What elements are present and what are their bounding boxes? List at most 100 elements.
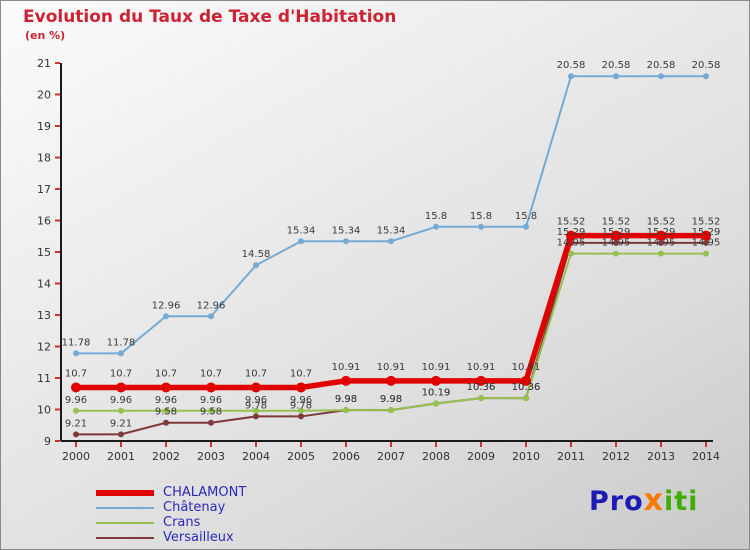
data-label: 9.78 — [245, 400, 267, 411]
legend-swatch-versailleux — [96, 536, 154, 539]
data-point — [433, 223, 439, 230]
data-label: 15.34 — [332, 225, 361, 236]
x-tick-label: 2011 — [557, 450, 585, 463]
y-tick-label: 16 — [37, 215, 51, 228]
series-labels-chalamont: 10.7 10.7 10.7 10.7 10.7 10.7 10.91 10.91 10.91 1… — [65, 217, 720, 380]
logo-part-pro: Pro — [589, 486, 644, 517]
data-label: 11.78 — [62, 337, 91, 348]
proxiti-logo[interactable]: Proxiti — [589, 483, 698, 518]
data-label: 15.29 — [557, 227, 586, 238]
chart-title: Evolution du Taux de Taxe d'Habitation — [23, 7, 397, 27]
data-label: 15.52 — [602, 217, 631, 228]
data-label: 14.95 — [602, 238, 631, 249]
data-label: 20.58 — [647, 60, 676, 71]
x-axis-ticks: 2000 2001 2002 2003 2004 2005 2006 2007 2008 2009… — [62, 442, 720, 463]
data-label: 11.78 — [107, 337, 136, 348]
data-point — [703, 73, 709, 80]
data-point — [163, 313, 169, 320]
chart-subtitle: (en %) — [25, 29, 66, 42]
data-label: 9.96 — [290, 395, 312, 406]
data-label: 9.96 — [245, 395, 267, 406]
data-point — [343, 238, 349, 245]
data-label: 10.7 — [200, 368, 222, 379]
data-point — [523, 395, 529, 402]
series-line-crans — [73, 250, 709, 414]
data-label: 14.58 — [242, 249, 271, 260]
legend: CHALAMONT Châtenay Crans Versailleux — [96, 485, 246, 545]
series-line-châtenay — [73, 73, 709, 357]
data-point — [656, 230, 666, 241]
data-point — [478, 223, 484, 230]
data-point — [161, 382, 171, 393]
data-label: 10.19 — [422, 388, 451, 399]
legend-label-versailleux: Versailleux — [163, 530, 234, 545]
legend-label-chalamont: CHALAMONT — [163, 485, 247, 500]
data-point — [613, 73, 619, 80]
y-tick-label: 13 — [37, 309, 51, 322]
data-label: 15.8 — [515, 211, 537, 222]
data-point — [658, 73, 664, 80]
y-tick-label: 12 — [37, 341, 51, 354]
x-tick-label: 2014 — [692, 450, 720, 463]
data-point — [253, 413, 259, 420]
x-tick-label: 2006 — [332, 450, 360, 463]
y-tick-label: 14 — [37, 278, 51, 291]
x-tick-label: 2010 — [512, 450, 540, 463]
data-label: 14.95 — [647, 238, 676, 249]
data-label: 20.58 — [602, 60, 631, 71]
y-tick-label: 11 — [37, 372, 51, 385]
data-label: 15.52 — [557, 217, 586, 228]
series-labels-versailleux: 9.21 9.21 9.58 9.58 9.78 9.78 9.98 9.98 10.19 10.… — [65, 227, 720, 430]
x-tick-label: 2000 — [62, 450, 90, 463]
data-label: 15.8 — [470, 211, 492, 222]
data-label: 15.29 — [692, 227, 721, 238]
data-point — [118, 431, 124, 438]
data-label: 10.7 — [290, 368, 312, 379]
legend-item-crans: Crans — [96, 515, 246, 530]
data-label: 9.96 — [155, 395, 177, 406]
data-point — [343, 407, 349, 414]
x-tick-label: 2009 — [467, 450, 495, 463]
legend-label-crans: Crans — [163, 515, 201, 530]
data-label: 9.96 — [65, 395, 87, 406]
data-label: 10.19 — [422, 388, 451, 399]
data-point — [298, 413, 304, 420]
y-tick-label: 18 — [37, 152, 51, 165]
legend-label-chatenay: Châtenay — [163, 500, 226, 515]
logo-part-iti: iti — [664, 486, 699, 517]
data-point — [386, 375, 396, 386]
data-label: 10.7 — [65, 368, 87, 379]
axes — [60, 63, 713, 442]
data-point — [298, 407, 304, 414]
data-label: 14.95 — [557, 238, 586, 249]
legend-swatch-chatenay — [96, 506, 154, 509]
data-label: 9.21 — [110, 418, 132, 429]
data-label: 9.98 — [380, 394, 402, 405]
data-label: 15.29 — [602, 227, 631, 238]
x-tick-label: 2005 — [287, 450, 315, 463]
data-label: 10.91 — [422, 362, 451, 373]
data-point — [73, 407, 79, 414]
x-tick-label: 2012 — [602, 450, 630, 463]
data-label: 15.34 — [377, 225, 406, 236]
data-point — [341, 375, 351, 386]
data-point — [476, 375, 486, 386]
data-point — [73, 431, 79, 438]
x-tick-label: 2001 — [107, 450, 135, 463]
data-label: 10.36 — [467, 382, 496, 393]
data-point — [206, 382, 216, 393]
data-point — [208, 313, 214, 320]
x-tick-label: 2004 — [242, 450, 270, 463]
data-point — [298, 238, 304, 245]
data-point — [118, 350, 124, 357]
data-label: 9.58 — [200, 407, 222, 418]
data-label: 9.96 — [110, 395, 132, 406]
y-tick-label: 17 — [37, 183, 51, 196]
data-label: 9.96 — [200, 395, 222, 406]
data-point — [118, 407, 124, 414]
data-label: 10.7 — [155, 368, 177, 379]
data-label: 10.91 — [467, 362, 496, 373]
data-point — [388, 407, 394, 414]
data-point — [71, 382, 81, 393]
